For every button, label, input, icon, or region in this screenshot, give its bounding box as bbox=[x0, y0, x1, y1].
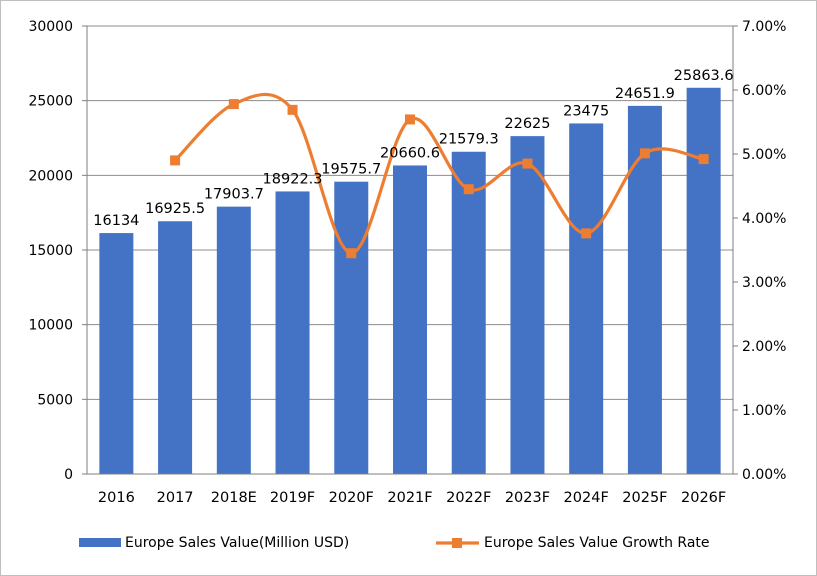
legend-swatch-bar bbox=[79, 538, 121, 547]
bar-data-label: 17903.7 bbox=[204, 187, 264, 203]
bar bbox=[158, 221, 193, 474]
legend: Europe Sales Value(Million USD) Europe Sa… bbox=[79, 535, 710, 551]
growth-rate-marker bbox=[639, 148, 650, 159]
left-tick-label: 10000 bbox=[28, 318, 73, 334]
growth-rate-marker bbox=[463, 184, 474, 195]
right-tick-label: 4.00% bbox=[742, 211, 786, 227]
growth-rate-line bbox=[173, 92, 706, 255]
bar-data-label: 16134 bbox=[93, 213, 139, 229]
x-tick-label: 2025F bbox=[622, 490, 667, 506]
axes: 0 5000 10000 15000 20000 25000 30000 0.00% 1.00%… bbox=[28, 19, 786, 506]
x-tick-label: 2016 bbox=[98, 490, 135, 506]
bar bbox=[334, 181, 369, 474]
bar bbox=[393, 165, 427, 474]
bar-data-label: 22625 bbox=[504, 116, 550, 132]
bar-data-label: 25863.6 bbox=[674, 68, 734, 84]
bar-data-label: 24651.9 bbox=[615, 86, 675, 102]
x-tick-label: 2018E bbox=[211, 490, 257, 506]
bar-data-label: 20660.6 bbox=[380, 145, 440, 161]
data-labels: 16134 16925.517903.718922.319575.720660.6… bbox=[93, 68, 733, 229]
bar bbox=[275, 191, 310, 474]
bar bbox=[686, 87, 721, 475]
right-tick-label: 1.00% bbox=[742, 403, 786, 419]
bar bbox=[451, 151, 486, 474]
right-tick-label: 5.00% bbox=[742, 147, 786, 163]
legend-swatch-marker bbox=[452, 538, 462, 548]
bar bbox=[627, 105, 662, 474]
growth-rate-marker bbox=[405, 114, 415, 125]
growth-rate-marker bbox=[698, 154, 709, 165]
right-tick-label: 2.00% bbox=[742, 339, 786, 355]
x-tick-label: 2019F bbox=[270, 490, 315, 506]
legend-label-line: Europe Sales Value Growth Rate bbox=[484, 535, 710, 551]
growth-rate-marker bbox=[170, 155, 181, 166]
x-tick-label: 2022F bbox=[446, 490, 491, 506]
left-tick-label: 25000 bbox=[28, 94, 73, 110]
x-tick-label: 2021F bbox=[387, 490, 432, 506]
x-tick-label: 2024F bbox=[564, 490, 609, 506]
left-tick-label: 0 bbox=[64, 467, 73, 483]
bar-series bbox=[99, 87, 721, 475]
left-tick-label: 30000 bbox=[28, 19, 73, 35]
growth-rate-marker bbox=[581, 228, 592, 239]
bar-data-label: 21579.3 bbox=[439, 132, 499, 148]
right-tick-label: 3.00% bbox=[742, 275, 786, 291]
x-tick-label: 2026F bbox=[681, 490, 726, 506]
x-tick-label: 2017 bbox=[157, 490, 194, 506]
bar-data-label: 18922.3 bbox=[263, 171, 323, 187]
bar-data-label: 16925.5 bbox=[145, 201, 205, 217]
left-tick-label: 20000 bbox=[28, 168, 73, 184]
growth-rate-marker bbox=[228, 99, 239, 110]
bar bbox=[510, 136, 545, 474]
legend-label-bar: Europe Sales Value(Million USD) bbox=[125, 535, 349, 551]
line-series bbox=[170, 92, 709, 259]
bar-data-label: 19575.7 bbox=[321, 162, 381, 178]
x-tick-label: 2023F bbox=[505, 490, 550, 506]
right-tick-label: 7.00% bbox=[742, 19, 786, 35]
bar-data-label: 23475 bbox=[563, 103, 609, 119]
growth-rate-marker bbox=[287, 104, 298, 115]
bar bbox=[216, 206, 251, 475]
left-tick-label: 15000 bbox=[28, 243, 73, 259]
left-tick-label: 5000 bbox=[37, 392, 73, 408]
x-tick-label: 2020F bbox=[329, 490, 374, 506]
bar bbox=[569, 123, 604, 474]
bar bbox=[99, 233, 134, 474]
right-tick-label: 6.00% bbox=[742, 83, 786, 99]
right-tick-label: 0.00% bbox=[742, 467, 786, 483]
growth-rate-marker bbox=[346, 248, 357, 259]
growth-rate-marker bbox=[522, 158, 533, 169]
